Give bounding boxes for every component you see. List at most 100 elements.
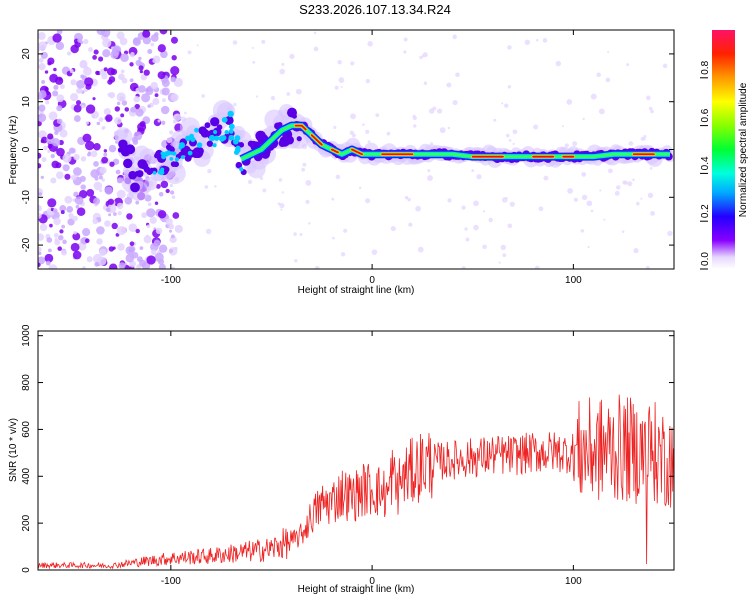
noise-blob — [154, 252, 164, 262]
noise-dot — [262, 188, 267, 193]
noise-blob — [170, 66, 180, 76]
noise-blob — [116, 31, 125, 40]
noise-dot — [289, 53, 295, 60]
ridge-core — [206, 140, 214, 147]
noise-blob — [66, 51, 72, 56]
noise-blob — [85, 104, 96, 114]
noise-blob — [60, 84, 65, 90]
noise-blob — [72, 250, 82, 260]
ridge-core — [296, 136, 302, 142]
noise-dot — [648, 106, 653, 111]
noise-blob — [166, 137, 173, 144]
spectrogram-x-tick-label: 0 — [369, 275, 375, 286]
noise-blob — [92, 97, 96, 101]
noise-blob — [173, 77, 183, 87]
noise-blob — [117, 178, 122, 184]
noise-dot — [646, 265, 650, 269]
noise-dot — [452, 34, 457, 40]
ridge-core — [125, 144, 136, 155]
noise-blob — [173, 113, 182, 122]
noise-dot — [581, 172, 587, 177]
noise-dot — [471, 169, 475, 173]
noise-dot — [340, 85, 343, 88]
noise-dot — [343, 228, 348, 233]
ridge-core — [118, 139, 128, 149]
noise-blob — [93, 142, 101, 151]
noise-dot — [455, 72, 460, 78]
noise-blob — [155, 227, 163, 235]
colorbar-tick-label: 0.0 — [700, 252, 711, 266]
noise-dot — [461, 266, 466, 269]
noise-dot — [647, 192, 654, 199]
noise-dot — [636, 201, 640, 206]
noise-blob — [145, 234, 150, 238]
noise-blob — [171, 266, 176, 269]
noise-blob — [88, 47, 93, 52]
noise-blob — [85, 121, 89, 125]
noise-blob — [47, 133, 54, 140]
noise-blob — [43, 145, 48, 151]
noise-blob — [109, 263, 118, 269]
colorbar-label: Normalized spectral amplitude — [738, 82, 749, 217]
spectrogram-y-tick-label: -10 — [21, 190, 32, 205]
noise-blob — [83, 66, 92, 76]
noise-dot — [542, 38, 548, 43]
noise-blob — [38, 205, 42, 212]
noise-dot — [427, 169, 431, 173]
noise-blob — [121, 100, 128, 106]
noise-dot — [501, 102, 504, 105]
noise-blob — [169, 235, 177, 244]
noise-blob — [116, 92, 126, 102]
noise-blob — [50, 177, 57, 184]
noise-blob — [76, 79, 86, 89]
noise-blob — [47, 57, 55, 65]
noise-blob — [57, 246, 63, 251]
noise-blob — [56, 118, 63, 124]
noise-dot — [599, 189, 602, 192]
noise-blob — [74, 196, 84, 205]
noise-blob — [169, 183, 173, 188]
noise-blob — [140, 73, 148, 81]
ridge-hot-core — [310, 134, 323, 146]
noise-blob — [138, 85, 146, 93]
noise-blob — [53, 84, 59, 90]
noise-blob — [72, 215, 78, 222]
noise-blob — [107, 198, 115, 205]
noise-dot — [281, 191, 285, 194]
noise-dot — [408, 222, 413, 227]
noise-dot — [413, 124, 417, 128]
noise-dot — [473, 224, 479, 231]
noise-dot — [205, 228, 212, 235]
noise-blob — [82, 266, 86, 269]
ridge-blob — [221, 116, 228, 123]
noise-blob — [147, 104, 151, 108]
colorbar-ticks: 0.0 0.2 0.4 0.6 0.8 — [700, 60, 711, 270]
noise-blob — [171, 77, 176, 82]
noise-blob — [108, 144, 117, 153]
noise-dot — [196, 44, 199, 47]
colorbar-tick-label: 0.2 — [700, 204, 711, 218]
noise-blob — [169, 130, 174, 135]
noise-dot — [580, 229, 585, 233]
ridge-blob — [196, 142, 203, 148]
noise-dot — [640, 197, 643, 200]
noise-blob — [103, 108, 111, 116]
spectrogram-x-ticks: -100 0 100 — [161, 30, 582, 286]
noise-dot — [417, 246, 424, 253]
noise-dot — [365, 78, 371, 84]
noise-dot — [616, 185, 621, 190]
noise-dot — [633, 248, 639, 254]
noise-dot — [667, 230, 673, 237]
noise-dot — [543, 175, 549, 181]
noise-blob — [165, 218, 173, 226]
ridge-blob — [189, 133, 195, 139]
noise-dot — [632, 178, 635, 182]
noise-blob — [99, 189, 103, 193]
noise-blob — [141, 93, 151, 103]
snr-y-tick-label: 400 — [21, 467, 32, 484]
noise-blob — [135, 228, 140, 234]
noise-dot — [332, 236, 335, 240]
noise-dot — [293, 232, 297, 236]
